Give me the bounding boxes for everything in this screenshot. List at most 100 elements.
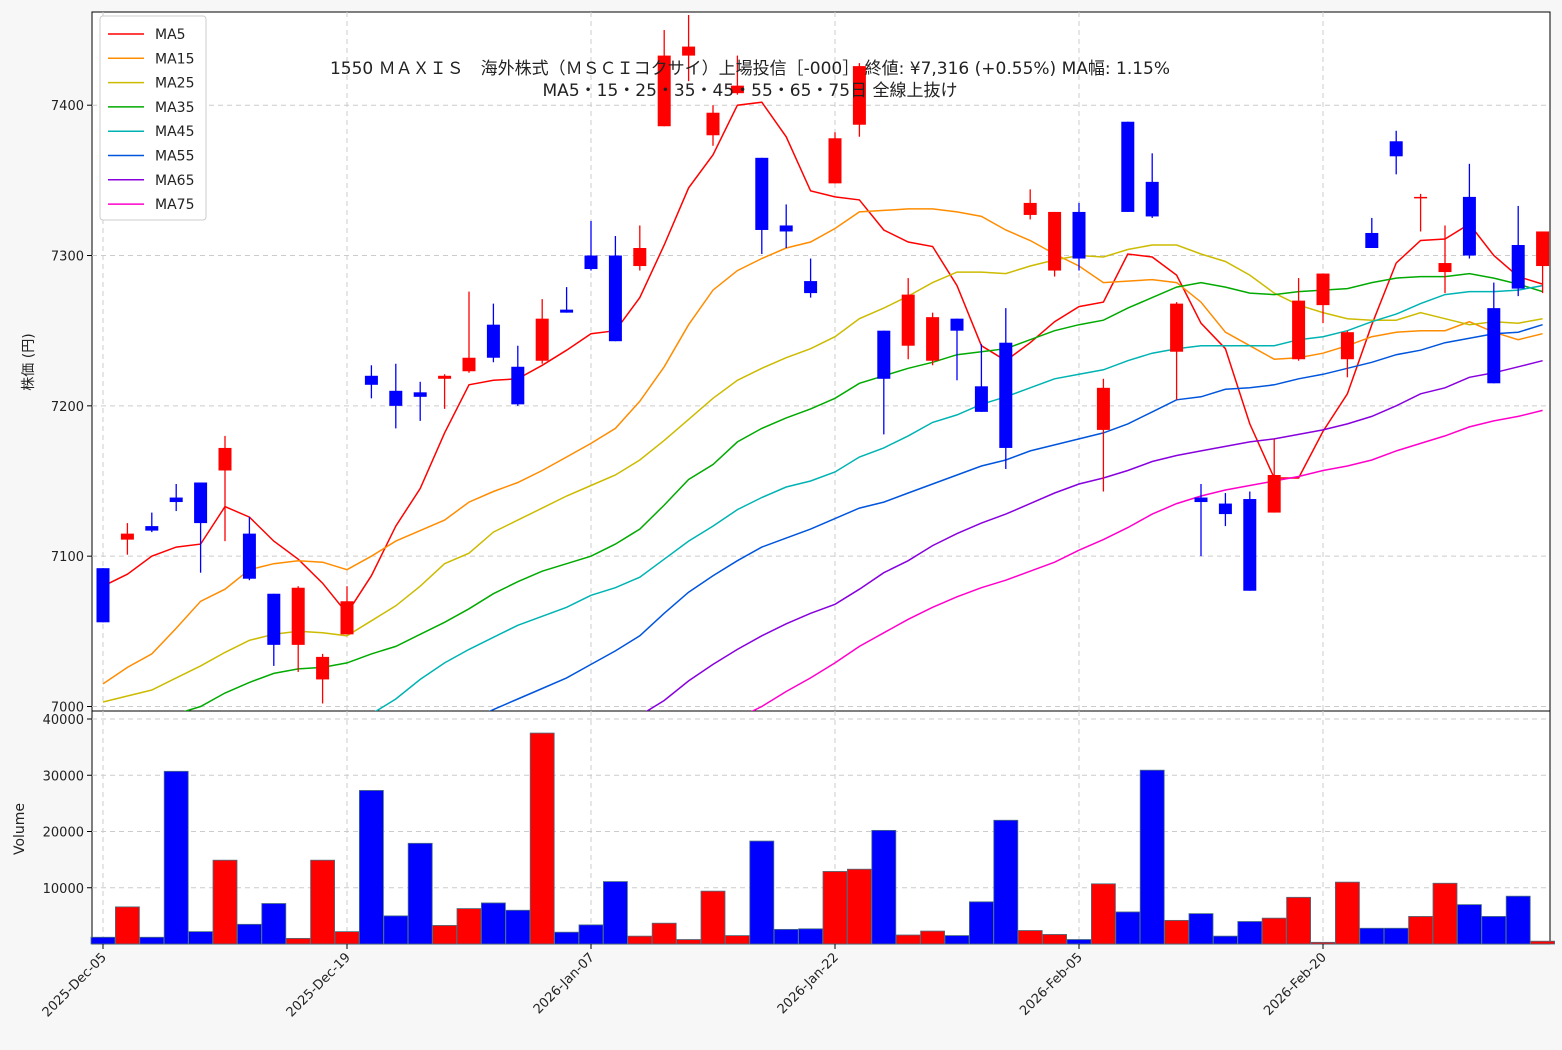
volume-bar bbox=[529, 732, 555, 945]
candle-body bbox=[608, 255, 622, 342]
candle-body bbox=[1023, 202, 1037, 215]
candle-body bbox=[1389, 141, 1403, 157]
volume-bar bbox=[1042, 934, 1067, 945]
candle-body bbox=[1096, 387, 1110, 430]
candle-body bbox=[389, 390, 403, 406]
candle-body bbox=[1462, 196, 1476, 256]
candle-body bbox=[1414, 196, 1428, 199]
price-tick-label: 7400 bbox=[51, 99, 84, 114]
volume-bar bbox=[1237, 921, 1263, 945]
volume-bar bbox=[310, 859, 336, 945]
candle-body bbox=[779, 225, 793, 232]
candle-body bbox=[535, 318, 549, 361]
volume-bar bbox=[1310, 941, 1336, 945]
candle-body bbox=[584, 255, 598, 270]
candle-body bbox=[413, 392, 427, 397]
legend-label: MA45 bbox=[155, 124, 194, 140]
volume-bar bbox=[90, 936, 116, 945]
volume-bars bbox=[90, 732, 1555, 945]
volume-bar bbox=[1408, 916, 1433, 945]
volume-bar bbox=[334, 931, 360, 945]
volume-bar bbox=[676, 939, 701, 945]
volume-tick-label: 30000 bbox=[43, 769, 84, 784]
volume-bar bbox=[261, 903, 287, 945]
candle-body bbox=[316, 656, 330, 680]
volume-bar bbox=[651, 922, 677, 945]
legend-label: MA75 bbox=[155, 197, 194, 213]
candle-body bbox=[755, 157, 769, 230]
ma-line-ma75 bbox=[750, 409, 1543, 711]
chart-subtitle: MA5・15・25・35・45・55・65・75日 全線上抜け bbox=[543, 81, 958, 101]
volume-bar bbox=[578, 924, 604, 945]
volume-bar bbox=[1115, 911, 1141, 945]
volume-bar bbox=[944, 935, 970, 945]
candle-body bbox=[877, 330, 891, 379]
candle-body bbox=[486, 324, 500, 358]
volume-tick-label: 20000 bbox=[43, 826, 84, 841]
candle-body bbox=[1243, 499, 1257, 591]
candle-body bbox=[1487, 308, 1501, 384]
volume-bar bbox=[1213, 935, 1238, 945]
candle-body bbox=[218, 447, 232, 471]
candle-body bbox=[901, 294, 915, 346]
legend-label: MA15 bbox=[155, 51, 194, 67]
candle-body bbox=[267, 593, 281, 645]
candle-body bbox=[1072, 211, 1086, 259]
volume-bar bbox=[847, 868, 872, 945]
volume-bar bbox=[993, 819, 1019, 945]
candle-body bbox=[706, 112, 720, 136]
volume-bar bbox=[749, 840, 775, 945]
volume-bar bbox=[358, 790, 384, 945]
candle-body bbox=[1267, 474, 1281, 513]
price-tick-label: 7300 bbox=[51, 250, 84, 265]
legend-label: MA65 bbox=[155, 173, 194, 189]
volume-bar bbox=[1091, 883, 1116, 945]
candle-body bbox=[926, 317, 940, 361]
candle-body bbox=[438, 375, 452, 379]
candle-body bbox=[96, 568, 110, 623]
candle-body bbox=[291, 587, 305, 645]
candle-body bbox=[657, 55, 671, 127]
price-panel bbox=[91, 11, 1551, 712]
candle-body bbox=[682, 46, 696, 56]
volume-bar bbox=[725, 935, 750, 945]
candle-body bbox=[1365, 232, 1379, 249]
volume-bar bbox=[920, 930, 945, 945]
candle-body bbox=[974, 386, 988, 412]
volume-bar bbox=[700, 890, 726, 945]
volume-bar bbox=[285, 937, 311, 945]
volume-bar bbox=[773, 928, 799, 945]
candle-body bbox=[340, 601, 354, 635]
legend-label: MA35 bbox=[155, 100, 194, 116]
candle-body bbox=[462, 357, 476, 372]
candle-body bbox=[1170, 303, 1184, 352]
volume-y-axis-label: Volume bbox=[12, 803, 28, 855]
volume-bar bbox=[798, 928, 823, 945]
volume-tick-label: 10000 bbox=[43, 882, 84, 897]
candlesticks bbox=[96, 15, 1550, 704]
volume-bar bbox=[505, 909, 531, 945]
chart-title: 1550 ＭＡＸＩＳ 海外株式（ＭＳＣＩコクサイ）上場投信［-000］ 終値: … bbox=[330, 59, 1170, 79]
price-tick-label: 7000 bbox=[51, 700, 84, 715]
volume-bar bbox=[432, 925, 458, 945]
volume-bar bbox=[139, 936, 165, 945]
volume-bar bbox=[1432, 882, 1458, 945]
volume-bar bbox=[407, 842, 433, 945]
legend-box bbox=[99, 15, 207, 221]
legend: MA5 MA15 MA25 MA35 MA45 MA55 MA65 MA75 bbox=[99, 15, 207, 221]
candle-body bbox=[1145, 181, 1159, 217]
ma-line-ma35 bbox=[183, 272, 1543, 711]
volume-bar bbox=[1017, 930, 1043, 945]
candle-body bbox=[1316, 273, 1330, 306]
price-grid bbox=[92, 12, 1550, 711]
candle-body bbox=[1121, 121, 1135, 212]
volume-y-ticks: 10000 20000 30000 40000 bbox=[43, 713, 92, 897]
volume-bar bbox=[1383, 927, 1409, 945]
volume-bar bbox=[1457, 904, 1482, 945]
candle-body bbox=[999, 342, 1013, 448]
candle-body bbox=[804, 281, 818, 294]
volume-bar bbox=[188, 931, 214, 945]
volume-bar bbox=[1286, 896, 1311, 945]
candle-body bbox=[828, 138, 842, 184]
